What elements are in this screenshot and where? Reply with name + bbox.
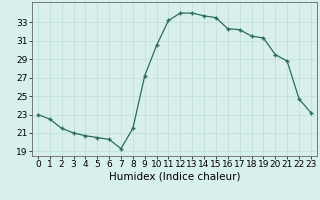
X-axis label: Humidex (Indice chaleur): Humidex (Indice chaleur) [109,172,240,182]
